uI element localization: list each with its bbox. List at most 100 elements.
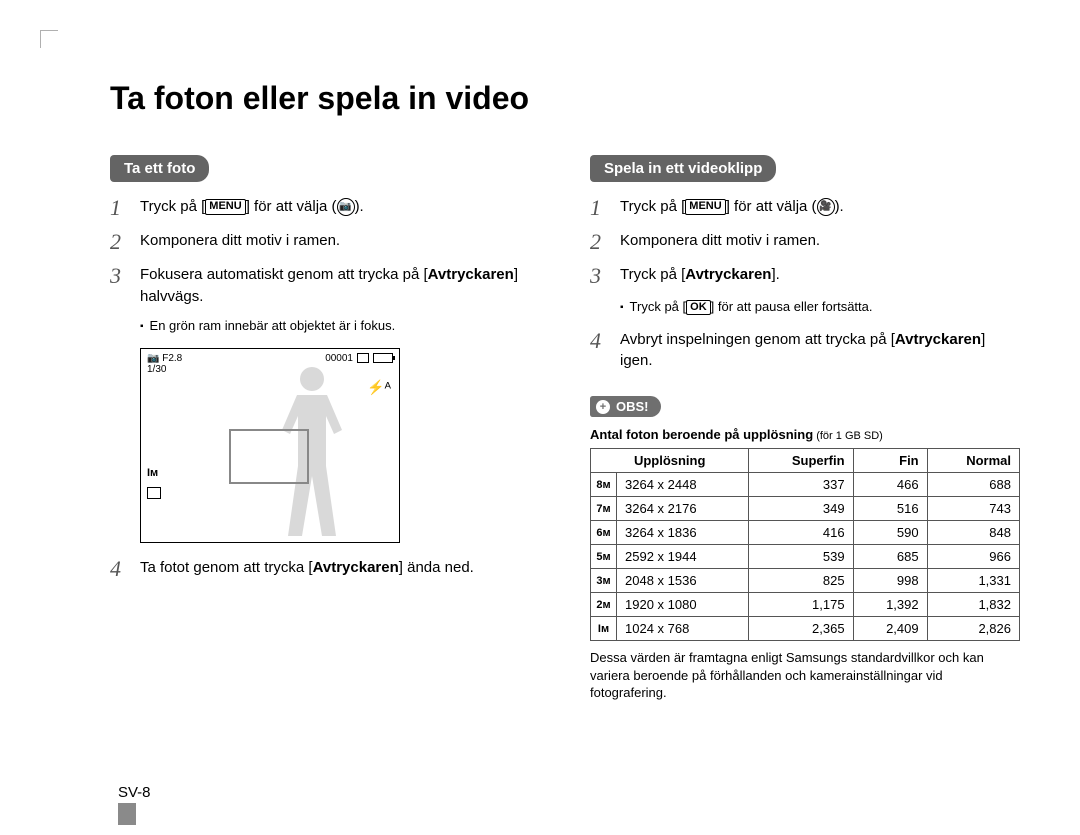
cell-sf: 825 [749, 569, 853, 593]
cell-f: 516 [853, 497, 927, 521]
cell-icon: 6ᴍ [591, 521, 617, 545]
flash-icon: ⚡ᴬ [367, 379, 391, 396]
step-body: Ta fotot genom att trycka [Avtryckaren] … [140, 557, 540, 579]
cell-n: 966 [927, 545, 1019, 569]
caption-small: (för 1 GB SD) [813, 430, 883, 442]
cell-n: 2,826 [927, 617, 1019, 641]
table-header-row: Upplösning Superfin Fin Normal [591, 449, 1020, 473]
cell-icon: 7ᴍ [591, 497, 617, 521]
step-number: 1 [110, 196, 128, 220]
right-step-3: 3 Tryck på [Avtryckaren]. [590, 264, 1020, 288]
text: Tryck på [ [140, 198, 205, 215]
text: ). [355, 198, 364, 215]
battery-icon [373, 353, 393, 363]
right-step-1: 1 Tryck på [MENU] för att välja (🎥). [590, 196, 1020, 220]
camera-preview: 📷 F2.8 1/30 00001 ⚡ᴬ Iм [140, 348, 400, 543]
text: ] ända ned. [399, 559, 474, 576]
text: Tryck på [ [620, 266, 685, 283]
step-body: Tryck på [MENU] för att välja (🎥). [620, 196, 1020, 218]
cell-f: 685 [853, 545, 927, 569]
preview-top-right: 00001 [325, 353, 393, 364]
cell-sf: 1,175 [749, 593, 853, 617]
cell-n: 688 [927, 473, 1019, 497]
text: ] för att välja ( [726, 198, 817, 215]
table-row: Iᴍ1024 x 7682,3652,4092,826 [591, 617, 1020, 641]
left-step-3: 3 Fokusera automatiskt genom att trycka … [110, 264, 540, 308]
table-row: 3ᴍ2048 x 15368259981,331 [591, 569, 1020, 593]
step-body: Tryck på [MENU] för att välja (📷). [140, 196, 540, 218]
content-columns: Ta ett foto 1 Tryck på [MENU] för att vä… [110, 155, 1020, 702]
text: Avbryt inspelningen genom att trycka på … [620, 331, 895, 348]
right-step-3-sub: ▪ Tryck på [OK] för att pausa eller fort… [620, 299, 1020, 317]
step-number: 3 [110, 264, 128, 288]
step-body: Fokusera automatiskt genom att trycka på… [140, 264, 540, 308]
cell-res: 1920 x 1080 [617, 593, 749, 617]
mode-icon [147, 487, 161, 499]
cell-icon: 3ᴍ [591, 569, 617, 593]
table-row: 8ᴍ3264 x 2448337466688 [591, 473, 1020, 497]
cell-f: 1,392 [853, 593, 927, 617]
cell-f: 466 [853, 473, 927, 497]
text-bold: Avtryckaren [313, 559, 399, 576]
cell-res: 2592 x 1944 [617, 545, 749, 569]
right-heading: Spela in ett videoklipp [590, 155, 776, 182]
bullet-icon: ▪ [620, 299, 624, 317]
cell-n: 848 [927, 521, 1019, 545]
resolution-table: Upplösning Superfin Fin Normal 8ᴍ3264 x … [590, 448, 1020, 641]
step-number: 2 [590, 230, 608, 254]
cell-res: 3264 x 2176 [617, 497, 749, 521]
col-normal: Normal [927, 449, 1019, 473]
text: ] för att pausa eller fortsätta. [711, 299, 873, 314]
bullet-icon: ▪ [140, 318, 144, 336]
cell-sf: 337 [749, 473, 853, 497]
cell-icon: 8ᴍ [591, 473, 617, 497]
menu-key: MENU [205, 199, 245, 214]
table-row: 6ᴍ3264 x 1836416590848 [591, 521, 1020, 545]
step-body: Komponera ditt motiv i ramen. [140, 230, 540, 252]
cell-res: 3264 x 2448 [617, 473, 749, 497]
camera-mode-icon: 📷 [337, 198, 355, 216]
video-mode-icon: 🎥 [817, 198, 835, 216]
cell-res: 1024 x 768 [617, 617, 749, 641]
right-step-4: 4 Avbryt inspelningen genom att trycka p… [590, 329, 1020, 373]
col-superfin: Superfin [749, 449, 853, 473]
text: Tryck på [ [620, 198, 685, 215]
cell-f: 2,409 [853, 617, 927, 641]
col-resolution: Upplösning [591, 449, 749, 473]
page-number: SV-8 [118, 784, 151, 801]
left-step-3-sub: ▪ En grön ram innebär att objektet är i … [140, 318, 540, 336]
text: Tryck på [OK] för att pausa eller fortsä… [630, 299, 873, 317]
cell-icon: 5ᴍ [591, 545, 617, 569]
cell-sf: 349 [749, 497, 853, 521]
left-step-2: 2 Komponera ditt motiv i ramen. [110, 230, 540, 254]
shutter-value: 1/30 [147, 364, 166, 375]
size-icon: Iм [147, 467, 158, 479]
right-step-2: 2 Komponera ditt motiv i ramen. [590, 230, 1020, 254]
left-step-1: 1 Tryck på [MENU] för att välja (📷). [110, 196, 540, 220]
aperture-value: F2.8 [162, 353, 182, 364]
step-body: Tryck på [Avtryckaren]. [620, 264, 1020, 286]
text: Ta fotot genom att trycka [ [140, 559, 313, 576]
page-title: Ta foton eller spela in video [110, 80, 1020, 117]
table-row: 2ᴍ1920 x 10801,1751,3921,832 [591, 593, 1020, 617]
cell-n: 1,832 [927, 593, 1019, 617]
text: Tryck på [ [630, 299, 687, 314]
left-column: Ta ett foto 1 Tryck på [MENU] för att vä… [110, 155, 540, 702]
step-number: 1 [590, 196, 608, 220]
step-number: 2 [110, 230, 128, 254]
table-caption: Antal foton beroende på upplösning (för … [590, 427, 1020, 442]
obs-label: + OBS! [590, 396, 661, 417]
cell-f: 590 [853, 521, 927, 545]
page-number-bar [118, 803, 136, 825]
table-footnote: Dessa värden är framtagna enligt Samsung… [590, 649, 1020, 702]
cell-icon: 2ᴍ [591, 593, 617, 617]
table-row: 7ᴍ3264 x 2176349516743 [591, 497, 1020, 521]
crop-mark [40, 30, 58, 48]
table-row: 5ᴍ2592 x 1944539685966 [591, 545, 1020, 569]
col-fin: Fin [853, 449, 927, 473]
cell-sf: 416 [749, 521, 853, 545]
menu-key: MENU [685, 199, 725, 214]
cell-f: 998 [853, 569, 927, 593]
step-body: Komponera ditt motiv i ramen. [620, 230, 1020, 252]
left-heading: Ta ett foto [110, 155, 209, 182]
